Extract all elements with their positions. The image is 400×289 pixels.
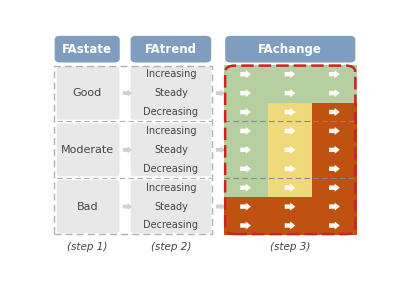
Bar — [224, 103, 268, 121]
Bar — [312, 121, 357, 140]
Bar — [312, 159, 357, 178]
Polygon shape — [329, 70, 340, 78]
Polygon shape — [216, 203, 225, 210]
Polygon shape — [285, 221, 295, 229]
Polygon shape — [240, 203, 251, 211]
Polygon shape — [216, 90, 225, 97]
Bar — [268, 159, 312, 178]
FancyBboxPatch shape — [131, 36, 211, 62]
Text: FAstate: FAstate — [62, 43, 112, 56]
Bar — [268, 103, 312, 121]
Text: Increasing: Increasing — [146, 126, 196, 136]
Polygon shape — [240, 146, 251, 154]
Polygon shape — [240, 89, 251, 97]
Polygon shape — [329, 221, 340, 229]
Text: Bad: Bad — [76, 202, 98, 212]
Bar — [224, 197, 268, 216]
Text: (step 3): (step 3) — [270, 242, 310, 252]
Polygon shape — [329, 108, 340, 116]
FancyBboxPatch shape — [57, 180, 120, 233]
Polygon shape — [329, 127, 340, 135]
Bar — [268, 65, 312, 84]
Polygon shape — [240, 127, 251, 135]
Bar — [224, 178, 268, 197]
Bar — [224, 216, 268, 235]
Polygon shape — [285, 203, 295, 211]
Bar — [224, 84, 268, 103]
Text: Good: Good — [72, 88, 102, 98]
Bar — [224, 140, 268, 159]
Text: (step 2): (step 2) — [151, 242, 191, 252]
FancyBboxPatch shape — [131, 180, 211, 233]
FancyBboxPatch shape — [131, 66, 211, 120]
Polygon shape — [216, 146, 225, 153]
FancyBboxPatch shape — [225, 36, 355, 62]
Bar — [268, 197, 312, 216]
Bar — [312, 197, 357, 216]
Polygon shape — [285, 108, 295, 116]
Polygon shape — [285, 127, 295, 135]
Polygon shape — [123, 90, 132, 97]
Bar — [268, 178, 312, 197]
Polygon shape — [240, 221, 251, 229]
FancyBboxPatch shape — [57, 123, 120, 176]
Polygon shape — [285, 165, 295, 173]
Polygon shape — [240, 165, 251, 173]
Bar — [312, 65, 357, 84]
Text: Steady: Steady — [154, 88, 188, 98]
Text: Decreasing: Decreasing — [144, 164, 198, 174]
Polygon shape — [123, 146, 132, 153]
Text: Decreasing: Decreasing — [144, 221, 198, 231]
Bar — [268, 140, 312, 159]
Polygon shape — [285, 184, 295, 192]
Polygon shape — [285, 89, 295, 97]
Text: Decreasing: Decreasing — [144, 107, 198, 117]
Polygon shape — [329, 184, 340, 192]
Polygon shape — [329, 146, 340, 154]
Bar — [312, 178, 357, 197]
Polygon shape — [240, 108, 251, 116]
Bar — [224, 65, 268, 84]
FancyBboxPatch shape — [55, 36, 120, 62]
Text: Steady: Steady — [154, 145, 188, 155]
Text: FAchange: FAchange — [258, 43, 322, 56]
Polygon shape — [329, 89, 340, 97]
Polygon shape — [329, 165, 340, 173]
Text: Steady: Steady — [154, 202, 188, 212]
Bar — [312, 140, 357, 159]
Polygon shape — [285, 146, 295, 154]
Polygon shape — [329, 203, 340, 211]
Text: Increasing: Increasing — [146, 183, 196, 193]
Bar — [312, 216, 357, 235]
Text: Moderate: Moderate — [61, 145, 114, 155]
Bar — [312, 84, 357, 103]
Bar — [268, 121, 312, 140]
Bar — [224, 159, 268, 178]
FancyBboxPatch shape — [131, 123, 211, 176]
Bar — [224, 121, 268, 140]
Bar — [268, 84, 312, 103]
Bar — [54, 66, 212, 234]
Polygon shape — [240, 70, 251, 78]
Text: FAtrend: FAtrend — [145, 43, 197, 56]
Bar — [312, 103, 357, 121]
Text: Increasing: Increasing — [146, 69, 196, 79]
Polygon shape — [240, 184, 251, 192]
FancyBboxPatch shape — [57, 66, 120, 120]
Polygon shape — [285, 70, 295, 78]
Polygon shape — [123, 203, 132, 210]
Text: (step 1): (step 1) — [67, 242, 107, 252]
Bar — [268, 216, 312, 235]
